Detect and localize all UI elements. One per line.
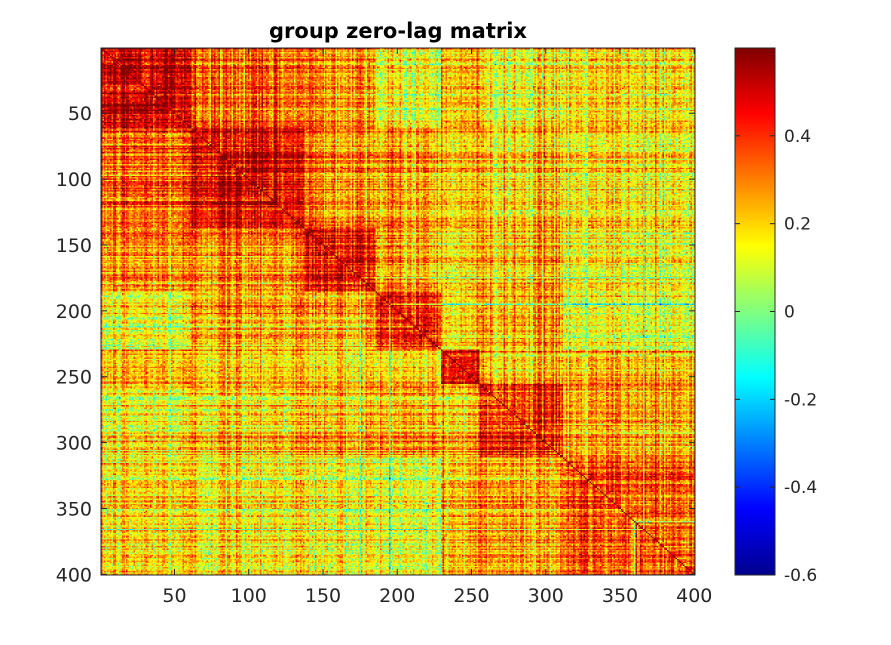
heatmap-image xyxy=(101,48,695,575)
y-tick-label: 250 xyxy=(56,367,92,389)
colorbar-ticks: 0.4 0.2 0 -0.2 -0.4 -0.6 xyxy=(735,127,817,586)
x-tick-label: 350 xyxy=(602,585,638,607)
colorbar-tick-label: -0.6 xyxy=(784,566,817,586)
x-tick-label: 100 xyxy=(231,585,267,607)
x-tick-label: 150 xyxy=(305,585,341,607)
colorbar-tick-label: 0.2 xyxy=(784,215,811,235)
x-tick-label: 400 xyxy=(676,585,712,607)
x-axis-ticks: 50 100 150 200 250 300 350 400 xyxy=(162,48,712,607)
y-tick-label: 50 xyxy=(68,103,92,125)
colorbar-tick-label: 0 xyxy=(784,303,795,323)
heatmap-image-frame xyxy=(101,48,695,575)
colorbar-tick-label: -0.2 xyxy=(784,390,817,410)
y-tick-label: 350 xyxy=(56,498,92,520)
y-tick-label: 400 xyxy=(56,564,92,586)
colorbar-tick-label: -0.4 xyxy=(784,478,817,498)
y-tick-label: 200 xyxy=(56,301,92,323)
x-tick-label: 50 xyxy=(162,585,186,607)
colorbar-gradient xyxy=(734,47,776,576)
x-tick-label: 300 xyxy=(528,585,564,607)
chart-title: group zero-lag matrix xyxy=(269,19,527,43)
plot-area: 50 100 150 200 250 300 350 400 50 100 150 200 250 30… xyxy=(56,47,712,607)
plot-frame xyxy=(100,47,696,576)
y-tick-label: 150 xyxy=(56,235,92,257)
y-tick-label: 300 xyxy=(56,433,92,455)
y-tick-label: 100 xyxy=(56,169,92,191)
x-tick-label: 200 xyxy=(379,585,415,607)
colorbar-tick-label: 0.4 xyxy=(784,127,811,147)
y-axis-ticks: 50 100 150 200 250 300 350 400 xyxy=(56,103,695,586)
x-tick-label: 250 xyxy=(453,585,489,607)
colorbar: 0.4 0.2 0 -0.2 -0.4 -0.6 xyxy=(734,47,817,586)
